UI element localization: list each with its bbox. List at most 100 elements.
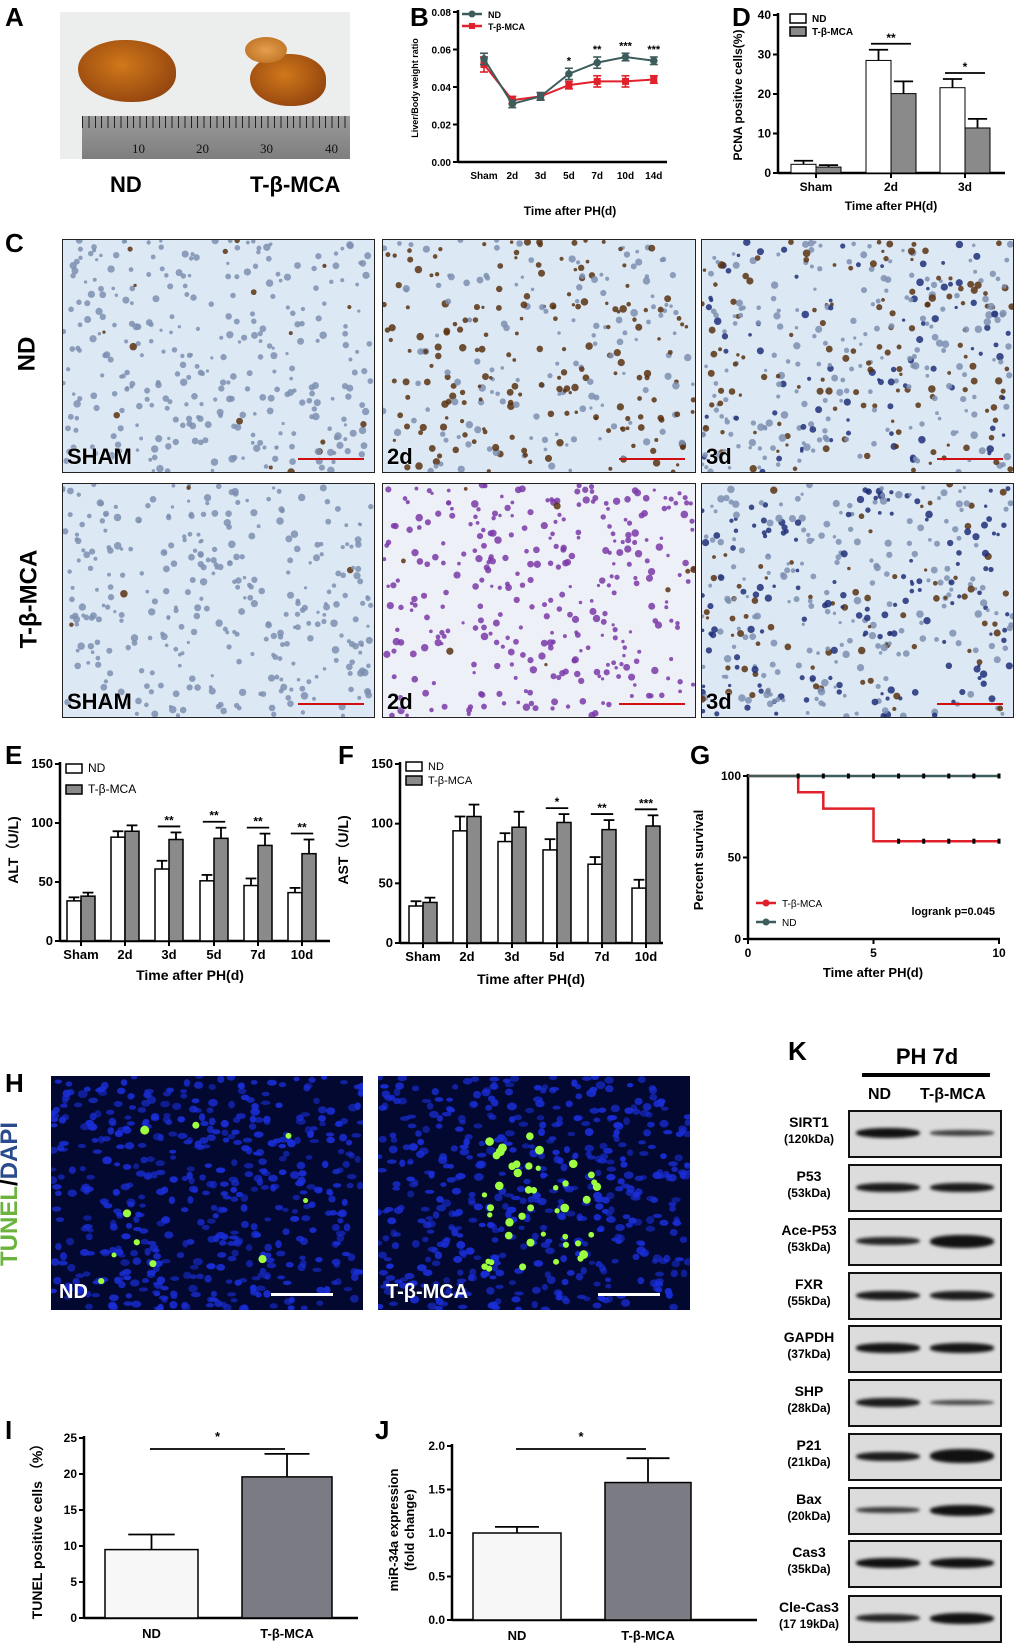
nucleus	[547, 644, 554, 651]
nucleus	[144, 396, 150, 402]
nucleus	[319, 331, 327, 339]
dapi-nucleus	[416, 1264, 427, 1272]
nucleus	[274, 674, 280, 680]
nucleus	[808, 421, 815, 428]
nucleus	[529, 666, 538, 674]
nucleus	[724, 368, 729, 373]
dapi-nucleus	[161, 1216, 171, 1224]
nucleus	[75, 240, 83, 244]
dapi-nucleus	[228, 1100, 235, 1109]
nucleus	[351, 369, 358, 376]
nucleus	[351, 565, 356, 570]
dapi-nucleus	[378, 1251, 387, 1259]
nucleus	[233, 553, 240, 561]
nucleus	[899, 712, 907, 717]
dapi-nucleus	[180, 1207, 189, 1213]
nucleus	[474, 426, 482, 434]
dapi-nucleus	[502, 1078, 511, 1084]
nucleus	[78, 603, 87, 611]
nucleus	[434, 638, 442, 647]
dapi-nucleus	[593, 1117, 601, 1123]
x-tick-label: 10d	[617, 171, 634, 182]
nucleus	[780, 246, 788, 253]
nucleus	[774, 711, 779, 716]
nucleus	[308, 561, 312, 565]
nucleus	[742, 577, 746, 581]
dapi-nucleus	[143, 1173, 153, 1180]
nucleus	[632, 539, 638, 545]
nucleus	[507, 402, 515, 411]
nucleus	[875, 298, 881, 304]
nucleus	[832, 579, 837, 584]
dapi-nucleus	[51, 1288, 57, 1294]
nucleus	[823, 436, 830, 443]
nucleus	[792, 466, 798, 472]
dapi-nucleus	[125, 1293, 133, 1299]
nucleus	[723, 553, 728, 557]
nucleus	[168, 704, 173, 709]
x-axis-title: Time after PH(d)	[524, 204, 616, 218]
nucleus	[967, 690, 975, 698]
nucleus	[231, 423, 237, 429]
nucleus	[235, 499, 241, 506]
nucleus	[884, 288, 889, 293]
nucleus	[155, 435, 163, 443]
dapi-nucleus	[593, 1213, 602, 1221]
nucleus	[881, 707, 889, 714]
nucleus	[703, 534, 709, 539]
nucleus	[99, 291, 107, 299]
nucleus	[971, 411, 978, 418]
nucleus	[117, 425, 124, 432]
dapi-nucleus	[605, 1277, 612, 1283]
nucleus	[885, 696, 890, 701]
dapi-nucleus	[81, 1183, 91, 1190]
nucleus	[271, 486, 276, 490]
nucleus	[643, 307, 649, 313]
nucleus	[948, 579, 955, 586]
nucleus	[789, 332, 794, 338]
nucleus	[169, 314, 175, 320]
nucleus	[289, 365, 296, 372]
y-tick-label: 30	[758, 48, 772, 62]
nucleus	[79, 521, 85, 528]
nucleus	[388, 324, 396, 332]
dapi-nucleus	[177, 1132, 188, 1139]
legend-marker	[468, 10, 476, 18]
nucleus	[724, 595, 731, 603]
x-tick-label: 3d	[535, 171, 547, 182]
nucleus	[621, 639, 625, 644]
nucleus	[457, 240, 464, 243]
dapi-nucleus	[338, 1209, 347, 1218]
nucleus	[478, 690, 485, 698]
dapi-nucleus	[54, 1079, 63, 1084]
nucleus	[738, 312, 744, 318]
nucleus	[320, 439, 326, 445]
nucleus	[634, 549, 643, 558]
nucleus	[886, 498, 891, 502]
nucleus	[708, 326, 716, 334]
nucleus	[215, 619, 223, 627]
nucleus	[333, 435, 339, 441]
nucleus	[794, 326, 799, 330]
nucleus	[738, 547, 746, 554]
dapi-nucleus	[64, 1295, 72, 1300]
nucleus	[954, 292, 960, 299]
nucleus	[708, 295, 713, 301]
nucleus	[770, 281, 779, 289]
nucleus	[172, 416, 179, 423]
nucleus	[439, 629, 445, 636]
dapi-nucleus	[308, 1077, 316, 1083]
nucleus	[769, 661, 776, 668]
nucleus	[762, 455, 768, 461]
nucleus	[973, 542, 979, 548]
nucleus	[119, 618, 124, 623]
nucleus	[660, 256, 667, 263]
nucleus	[159, 240, 163, 243]
scale-bar	[271, 1293, 333, 1296]
dapi-nucleus	[659, 1119, 669, 1128]
nucleus	[241, 334, 248, 341]
nucleus	[947, 539, 954, 547]
dapi-nucleus	[243, 1162, 254, 1169]
dapi-nucleus	[59, 1252, 68, 1261]
